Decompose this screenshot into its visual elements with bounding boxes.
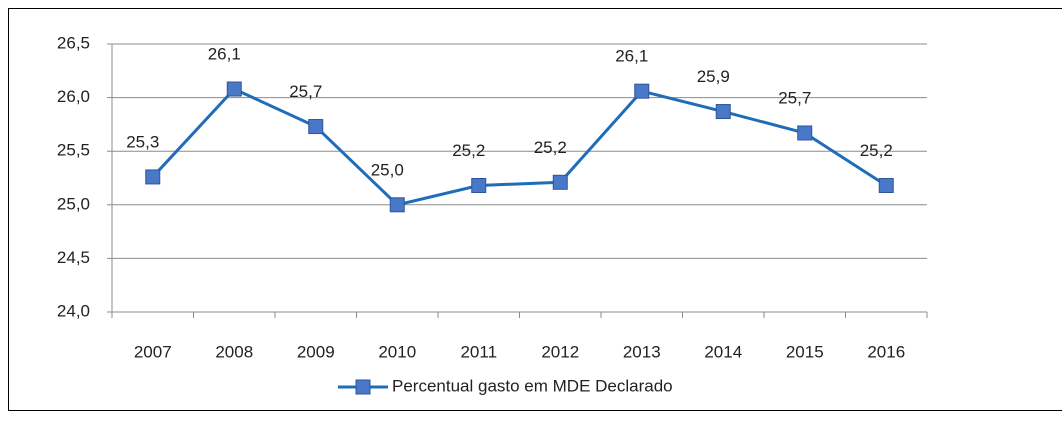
x-tick-label: 2008 [215,342,253,361]
marker [797,125,813,141]
marker [471,178,487,194]
data-label: 25,7 [778,88,811,107]
x-tick-label: 2007 [134,342,172,361]
data-label: 25,2 [534,138,567,157]
x-tick-label: 2014 [704,342,742,361]
data-label: 25,9 [697,67,730,86]
y-tick-label: 24,0 [57,301,90,320]
x-tick-label: 2016 [867,342,905,361]
marker [308,119,324,135]
y-tick-label: 25,5 [57,141,90,160]
marker [715,104,731,120]
data-label: 26,1 [208,45,241,64]
series-line [151,87,888,207]
y-tick-label: 24,5 [57,248,90,267]
x-tick-label: 2015 [786,342,824,361]
marker [634,83,650,99]
marker [878,178,894,194]
x-tick-label: 2010 [378,342,416,361]
x-tick-label: 2012 [541,342,579,361]
data-label: 26,1 [615,47,648,66]
data-label: 25,3 [126,132,159,151]
marker [552,174,568,190]
x-tick-label: 2013 [623,342,661,361]
x-tick-label: 2011 [460,342,497,361]
y-tick-label: 26,0 [57,87,90,106]
legend-label: Percentual gasto em MDE Declarado [392,376,673,395]
x-tick-label: 2009 [297,342,335,361]
marker [226,81,242,97]
legend-marker [355,379,371,395]
chart-border [8,8,1062,411]
data-label: 25,0 [371,160,404,179]
data-label: 25,2 [452,141,485,160]
marker [145,169,161,185]
data-label: 25,2 [860,141,893,160]
data-label: 25,7 [289,82,322,101]
marker [389,197,405,213]
y-tick-label: 26,5 [57,33,90,52]
y-tick-label: 25,0 [57,194,90,213]
